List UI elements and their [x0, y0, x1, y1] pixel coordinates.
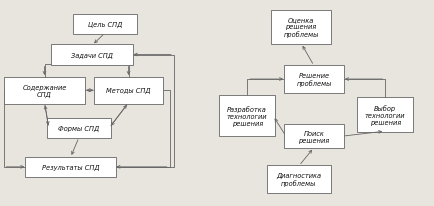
Text: Задачи СПД: Задачи СПД: [71, 52, 113, 58]
FancyBboxPatch shape: [271, 11, 331, 45]
FancyBboxPatch shape: [284, 65, 344, 94]
Text: Решение
проблемы: Решение проблемы: [296, 73, 332, 87]
FancyBboxPatch shape: [266, 165, 331, 193]
Text: Поиск
решения: Поиск решения: [299, 130, 330, 143]
FancyBboxPatch shape: [25, 157, 116, 177]
Text: Результаты СПД: Результаты СПД: [42, 164, 99, 170]
FancyBboxPatch shape: [219, 96, 275, 137]
FancyBboxPatch shape: [3, 78, 85, 104]
FancyBboxPatch shape: [357, 98, 413, 132]
FancyBboxPatch shape: [284, 124, 344, 149]
Text: Оценка
решения
проблемы: Оценка решения проблемы: [283, 17, 319, 38]
Text: Цель СПД: Цель СПД: [88, 22, 122, 28]
FancyBboxPatch shape: [94, 78, 163, 104]
FancyBboxPatch shape: [47, 118, 112, 139]
Text: Методы СПД: Методы СПД: [106, 88, 151, 94]
Text: Разработка
технологии
решения: Разработка технологии решения: [227, 106, 267, 126]
Text: Диагностика
проблемы: Диагностика проблемы: [276, 172, 322, 186]
Text: Содержание
СПД: Содержание СПД: [22, 84, 67, 97]
Text: Выбор
технологии
решения: Выбор технологии решения: [365, 105, 405, 126]
FancyBboxPatch shape: [72, 15, 137, 35]
Text: Формы СПД: Формы СПД: [59, 125, 99, 131]
FancyBboxPatch shape: [51, 45, 133, 65]
